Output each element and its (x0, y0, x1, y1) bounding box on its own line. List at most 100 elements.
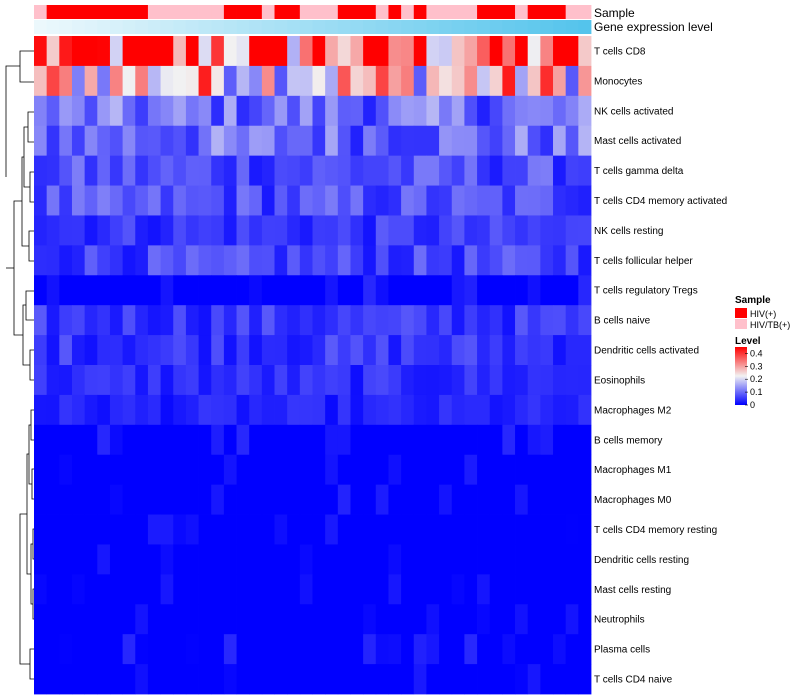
heatmap-cell (502, 155, 516, 186)
heatmap-cell (299, 574, 313, 605)
heatmap-cell (59, 335, 73, 366)
heatmap-cell (299, 484, 313, 515)
heatmap-cell (299, 424, 313, 456)
heatmap-cell (312, 544, 326, 575)
heatmap-cell (578, 95, 592, 127)
heatmap-cell (249, 424, 263, 456)
heatmap-cell (59, 484, 73, 515)
sample-cell (325, 5, 339, 19)
heatmap-cell (135, 215, 149, 246)
heatmap-cell (34, 454, 48, 486)
heatmap-cell (249, 245, 263, 276)
heatmap-cell (312, 394, 326, 426)
heatmap-cell (84, 484, 98, 515)
heatmap-cell (46, 155, 60, 186)
heatmap-cell (147, 36, 161, 67)
heatmap-cell (160, 365, 174, 396)
heatmap-cell (553, 305, 567, 336)
sample-cell (135, 5, 149, 19)
heatmap-cell (477, 604, 491, 635)
heatmap-cell (413, 125, 427, 157)
heatmap-cell (147, 454, 161, 486)
heatmap-cell (236, 544, 250, 575)
heatmap-cell (553, 365, 567, 396)
heatmap-cell (147, 394, 161, 426)
heatmap-cell (464, 215, 478, 246)
heatmap-cell (553, 454, 567, 486)
heatmap-cell (274, 245, 288, 276)
row-label: Eosinophils (594, 375, 645, 386)
heatmap-cell (553, 215, 567, 246)
heatmap-cell (527, 574, 541, 605)
heatmap-cell (527, 484, 541, 515)
heatmap-cell (502, 95, 516, 127)
heatmap-cell (527, 454, 541, 486)
heatmap-cell (71, 365, 86, 396)
heatmap-cell (312, 484, 326, 515)
heatmap-cell (109, 544, 124, 575)
heatmap-cell (299, 185, 313, 216)
heatmap-cell (325, 664, 339, 695)
heatmap-cell (565, 155, 579, 186)
heatmap-cell (147, 95, 161, 127)
heatmap-cell (565, 245, 579, 276)
heatmap-cell (59, 604, 73, 635)
heatmap-cell (185, 125, 199, 157)
heatmap-cell (147, 634, 161, 665)
heatmap-cell (464, 335, 478, 366)
heatmap-cell (527, 65, 541, 97)
heatmap-cell (71, 65, 86, 97)
heatmap-cell (46, 275, 60, 306)
row-label: T cells CD4 memory activated (594, 196, 727, 207)
heatmap-cell (34, 125, 48, 157)
heatmap-cell (515, 245, 529, 276)
expression-cell (451, 20, 465, 34)
heatmap-cell (375, 634, 389, 665)
heatmap-cell (71, 36, 86, 67)
heatmap-cell (312, 634, 326, 665)
heatmap-cell (274, 604, 288, 635)
heatmap-cell (299, 245, 313, 276)
heatmap-cell (312, 305, 326, 336)
heatmap-cell (261, 155, 275, 186)
heatmap-cell (439, 185, 453, 216)
heatmap-cell (413, 664, 427, 695)
heatmap-cell (236, 634, 250, 665)
heatmap-cell (261, 544, 275, 575)
heatmap-cell (464, 155, 478, 186)
sample-cell (375, 5, 389, 19)
heatmap-cell (325, 424, 339, 456)
heatmap-cell (274, 365, 288, 396)
heatmap-cell (413, 95, 427, 127)
heatmap-cell (261, 664, 275, 695)
heatmap-cell (160, 125, 174, 157)
heatmap-cell (34, 574, 48, 605)
heatmap-cell (97, 424, 111, 456)
heatmap-cell (337, 514, 351, 545)
heatmap-cell (540, 36, 554, 67)
heatmap-cell (388, 36, 402, 67)
heatmap-cell (223, 95, 237, 127)
heatmap-cell (565, 634, 579, 665)
heatmap-cell (198, 394, 212, 426)
heatmap-cell (565, 36, 579, 67)
heatmap-cell (489, 65, 503, 97)
heatmap-cell (211, 95, 225, 127)
heatmap-cell (375, 394, 389, 426)
heatmap-cell (160, 275, 174, 306)
heatmap-cell (160, 335, 174, 366)
heatmap-cell (287, 365, 301, 396)
heatmap-cell (185, 514, 199, 545)
heatmap-cell (198, 36, 212, 67)
heatmap-cell (97, 95, 111, 127)
heatmap-cell (375, 125, 389, 157)
expression-cell (363, 20, 377, 34)
heatmap-cell (350, 245, 364, 276)
heatmap-cell (578, 604, 592, 635)
heatmap-cell (540, 155, 554, 186)
heatmap-cell (84, 335, 98, 366)
heatmap-cell (426, 95, 440, 127)
heatmap-cell (299, 65, 313, 97)
heatmap-cell (388, 305, 402, 336)
heatmap-cell (527, 305, 541, 336)
